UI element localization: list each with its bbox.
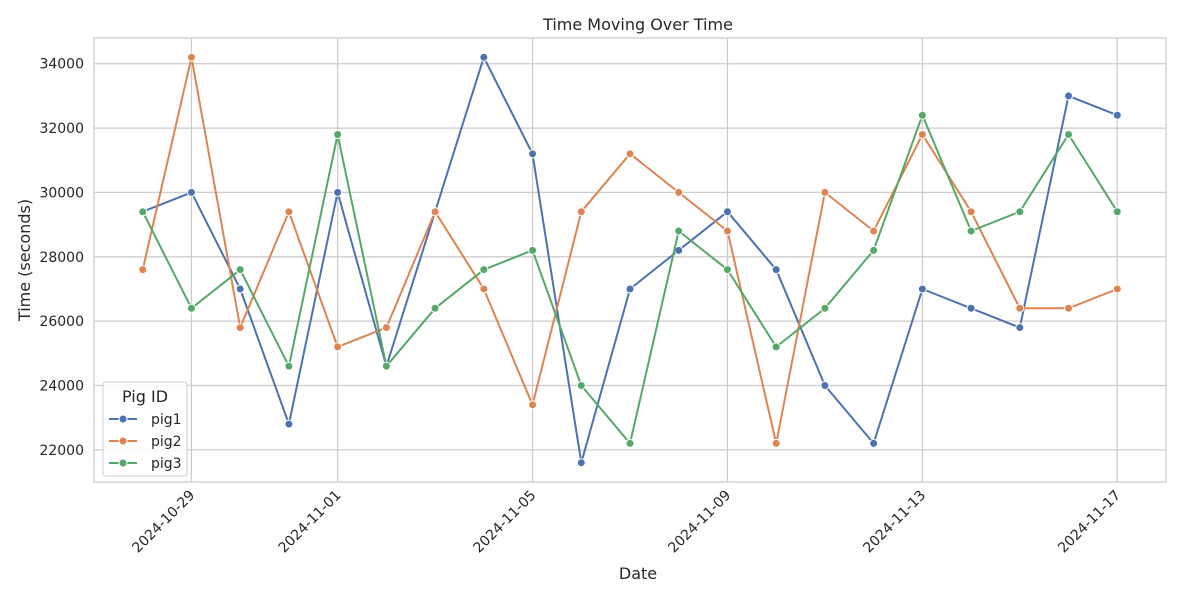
y-tick-label: 32000 — [39, 121, 84, 137]
legend-marker — [118, 458, 128, 468]
series-line-pig1 — [142, 56, 1118, 464]
data-point-pig3 — [333, 130, 343, 140]
data-point-pig2 — [528, 400, 538, 410]
data-point-pig2 — [235, 323, 245, 333]
legend-item-pig2: pig2 — [109, 434, 182, 450]
data-point-pig2 — [479, 284, 489, 294]
data-point-pig2 — [430, 207, 440, 217]
data-point-pig2 — [869, 226, 879, 236]
data-point-pig2 — [381, 323, 391, 333]
x-tick-label: 2024-11-13 — [860, 488, 929, 557]
chart-title: Time Moving Over Time — [542, 15, 733, 34]
legend-label: pig1 — [151, 412, 182, 428]
data-point-pig3 — [771, 342, 781, 352]
data-point-pig2 — [771, 438, 781, 448]
data-point-pig2 — [674, 187, 684, 197]
data-point-pig1 — [235, 284, 245, 294]
data-point-pig2 — [966, 207, 976, 217]
x-tick-label: 2024-10-29 — [129, 488, 198, 557]
legend-items: pig1 pig2 pig3 — [109, 412, 182, 472]
legend-marker — [118, 414, 128, 424]
y-tick-label: 24000 — [39, 378, 84, 394]
y-tick-label: 34000 — [39, 57, 84, 73]
data-point-pig1 — [966, 303, 976, 313]
data-point-pig2 — [1064, 303, 1074, 313]
x-axis-ticks: 2024-10-29 2024-11-01 2024-11-05 2024-11-09… — [129, 488, 1124, 557]
data-point-pig3 — [1064, 130, 1074, 140]
data-point-pig2 — [138, 265, 148, 275]
data-point-pig1 — [186, 187, 196, 197]
data-point-pig3 — [284, 361, 294, 371]
legend-title: Pig ID — [122, 387, 168, 406]
legend-marker — [118, 436, 128, 446]
data-point-pig3 — [235, 265, 245, 275]
data-point-pig1 — [333, 187, 343, 197]
data-point-pig1 — [1064, 91, 1074, 101]
data-point-pig2 — [625, 149, 635, 159]
data-point-pig2 — [576, 207, 586, 217]
data-point-pig3 — [1015, 207, 1025, 217]
series-line-pig3 — [141, 114, 1119, 445]
series-pig1 — [138, 52, 1122, 468]
data-point-pig2 — [1015, 303, 1025, 313]
data-point-pig1 — [820, 380, 830, 390]
data-point-pig1 — [625, 284, 635, 294]
data-point-pig1 — [1015, 323, 1025, 333]
legend-item-pig1: pig1 — [109, 412, 182, 428]
data-point-pig1 — [576, 458, 586, 468]
data-point-pig3 — [138, 207, 148, 217]
plot-area-frame — [93, 37, 1167, 483]
data-point-pig1 — [722, 207, 732, 217]
y-tick-label: 30000 — [39, 185, 84, 201]
legend-label: pig3 — [151, 456, 182, 472]
data-point-pig2 — [333, 342, 343, 352]
series-lines — [138, 52, 1122, 468]
data-point-pig3 — [917, 110, 927, 120]
data-point-pig1 — [479, 52, 489, 62]
y-axis-ticks: 22000 24000 26000 28000 30000 32000 34000 — [39, 57, 84, 459]
data-point-pig1 — [869, 438, 879, 448]
data-point-pig1 — [771, 265, 781, 275]
y-axis-title: Time (seconds) — [15, 199, 34, 322]
data-point-pig2 — [1112, 284, 1122, 294]
data-point-pig2 — [820, 187, 830, 197]
data-point-pig3 — [576, 380, 586, 390]
grid-lines — [94, 38, 1166, 482]
y-tick-label: 22000 — [39, 443, 84, 459]
series-pig2 — [138, 52, 1122, 448]
data-point-pig2 — [186, 52, 196, 62]
data-point-pig3 — [869, 245, 879, 255]
data-point-pig2 — [284, 207, 294, 217]
x-tick-label: 2024-11-09 — [665, 488, 734, 557]
series-pig3 — [138, 110, 1122, 448]
data-point-pig2 — [917, 130, 927, 140]
x-axis-title: Date — [619, 564, 657, 583]
data-point-pig1 — [1112, 110, 1122, 120]
data-point-pig3 — [1112, 207, 1122, 217]
data-point-pig1 — [528, 149, 538, 159]
data-point-pig1 — [284, 419, 294, 429]
x-tick-label: 2024-11-17 — [1055, 488, 1124, 557]
data-point-pig1 — [917, 284, 927, 294]
x-tick-label: 2024-11-01 — [276, 488, 345, 557]
legend-label: pig2 — [151, 434, 182, 450]
data-point-pig3 — [479, 265, 489, 275]
legend-item-pig3: pig3 — [109, 456, 182, 472]
data-point-pig2 — [722, 226, 732, 236]
y-tick-label: 28000 — [39, 250, 84, 266]
data-point-pig3 — [381, 361, 391, 371]
data-point-pig3 — [674, 226, 684, 236]
legend-box — [102, 381, 188, 477]
data-point-pig3 — [186, 303, 196, 313]
data-point-pig3 — [430, 303, 440, 313]
legend: Pig ID pig1 pig2 pig3 — [102, 381, 188, 477]
data-point-pig3 — [966, 226, 976, 236]
data-point-pig3 — [820, 303, 830, 313]
data-point-pig3 — [722, 265, 732, 275]
x-tick-label: 2024-11-05 — [471, 488, 540, 557]
data-point-pig3 — [528, 245, 538, 255]
y-tick-label: 26000 — [39, 314, 84, 330]
data-point-pig3 — [625, 438, 635, 448]
